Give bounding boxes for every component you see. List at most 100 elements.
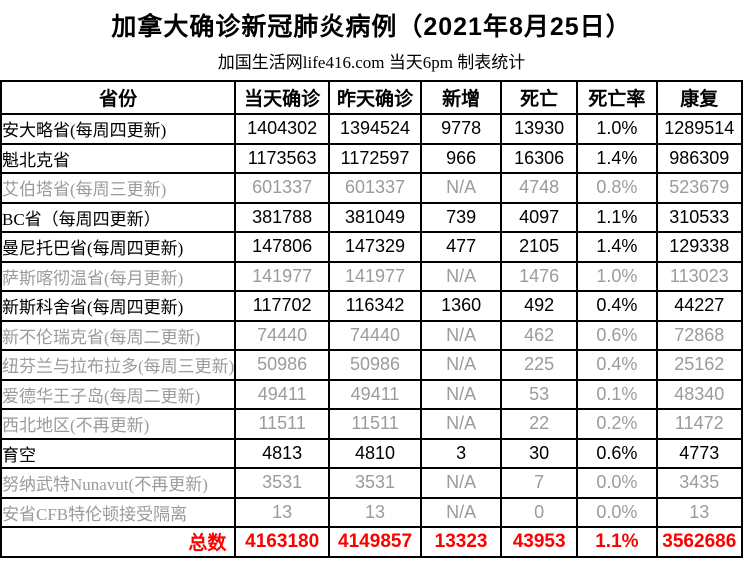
header-cell: 康复 [655,80,743,115]
value-cell: 462 [500,319,579,351]
value-cell: 225 [500,349,579,381]
value-cell: 116342 [327,290,423,322]
value-cell: 966 [420,142,503,174]
total-label-cell: 总数 [0,526,237,558]
table-row: 曼尼托巴省(每周四更新) 147806 147329 477 2105 1.4% 12933… [0,231,743,263]
province-cell: 努纳武特Nunavut(不再更新) [0,467,237,499]
value-cell: 13 [234,496,330,528]
province-cell: 安省CFB特伦顿接受隔离 [0,496,237,528]
total-value-cell: 4149857 [327,526,423,558]
province-cell: 安大略省(每周四更新) [0,113,237,145]
table-row: BC省（每周四更新） 381788 381049 739 4097 1.1% 310533 [0,201,743,233]
value-cell: 1.1% [576,201,658,233]
value-cell: N/A [420,496,503,528]
value-cell: N/A [420,408,503,440]
province-cell: 萨斯喀彻温省(每月更新) [0,260,237,292]
value-cell: 1.4% [576,231,658,263]
value-cell: 1360 [420,290,503,322]
table-body: 安大略省(每周四更新) 1404302 1394524 9778 13930 1.0% 12… [0,113,743,558]
value-cell: 1.4% [576,142,658,174]
value-cell: 0.4% [576,290,658,322]
value-cell: 601337 [327,172,423,204]
value-cell: 50986 [327,349,423,381]
value-cell: 11511 [234,408,330,440]
value-cell: N/A [420,172,503,204]
value-cell: 22 [500,408,579,440]
total-value-cell: 1.1% [576,526,658,558]
province-cell: BC省（每周四更新） [0,201,237,233]
value-cell: 986309 [655,142,743,174]
total-value-cell: 13323 [420,526,503,558]
province-cell: 新斯科舍省(每周四更新) [0,290,237,322]
province-cell: 艾伯塔省(每周三更新) [0,172,237,204]
value-cell: 4748 [500,172,579,204]
value-cell: 74440 [234,319,330,351]
value-cell: 49411 [327,378,423,410]
value-cell: 1404302 [234,113,330,145]
header-cell: 当天确诊 [234,80,330,115]
value-cell: 4813 [234,437,330,469]
header-cell: 死亡率 [576,80,658,115]
value-cell: 48340 [655,378,743,410]
subtitle: 加国生活网life416.com 当天6pm 制表统计 [217,53,526,72]
value-cell: 141977 [234,260,330,292]
value-cell: 7 [500,467,579,499]
value-cell: 1476 [500,260,579,292]
value-cell: N/A [420,378,503,410]
value-cell: N/A [420,467,503,499]
value-cell: 4097 [500,201,579,233]
header-row: 省份 当天确诊 昨天确诊 新增 死亡 死亡率 康复 [0,80,743,115]
value-cell: 3531 [327,467,423,499]
province-cell: 育空 [0,437,237,469]
table-row: 纽芬兰与拉布拉多(每周三更新) 50986 50986 N/A 225 0.4% 25162 [0,349,743,381]
table-row: 新不伦瑞克省(每周二更新) 74440 74440 N/A 462 0.6% 72868 [0,319,743,351]
value-cell: 113023 [655,260,743,292]
value-cell: 13930 [500,113,579,145]
page-title: 加拿大确诊新冠肺炎病例（2021年8月25日） [111,13,632,41]
header-cell: 省份 [0,80,237,115]
value-cell: 11472 [655,408,743,440]
value-cell: 72868 [655,319,743,351]
province-cell: 曼尼托巴省(每周四更新) [0,231,237,263]
province-cell: 西北地区(不再更新) [0,408,237,440]
value-cell: 0.6% [576,319,658,351]
value-cell: 13 [327,496,423,528]
value-cell: 30 [500,437,579,469]
value-cell: 477 [420,231,503,263]
value-cell: N/A [420,349,503,381]
value-cell: 3435 [655,467,743,499]
value-cell: 0.8% [576,172,658,204]
province-cell: 爱德华王子岛(每周二更新) [0,378,237,410]
value-cell: 141977 [327,260,423,292]
value-cell: N/A [420,319,503,351]
value-cell: 492 [500,290,579,322]
value-cell: 3 [420,437,503,469]
value-cell: 129338 [655,231,743,263]
table-row: 育空 4813 4810 3 30 0.6% 4773 [0,437,743,469]
value-cell: 310533 [655,201,743,233]
value-cell: 11511 [327,408,423,440]
value-cell: 4773 [655,437,743,469]
value-cell: N/A [420,260,503,292]
value-cell: 1173563 [234,142,330,174]
table-row: 爱德华王子岛(每周二更新) 49411 49411 N/A 53 0.1% 48340 [0,378,743,410]
value-cell: 49411 [234,378,330,410]
value-cell: 44227 [655,290,743,322]
value-cell: 25162 [655,349,743,381]
province-cell: 纽芬兰与拉布拉多(每周三更新) [0,349,237,381]
value-cell: 3531 [234,467,330,499]
total-row: 总数 4163180 4149857 13323 43953 1.1% 3562686 [0,526,743,558]
value-cell: 523679 [655,172,743,204]
header-cell: 新增 [420,80,503,115]
value-cell: 9778 [420,113,503,145]
value-cell: 50986 [234,349,330,381]
table-row: 萨斯喀彻温省(每月更新) 141977 141977 N/A 1476 1.0% 11302… [0,260,743,292]
value-cell: 16306 [500,142,579,174]
value-cell: 147806 [234,231,330,263]
value-cell: 0.4% [576,349,658,381]
value-cell: 381049 [327,201,423,233]
value-cell: 1394524 [327,113,423,145]
total-value-cell: 4163180 [234,526,330,558]
value-cell: 74440 [327,319,423,351]
province-cell: 魁北克省 [0,142,237,174]
